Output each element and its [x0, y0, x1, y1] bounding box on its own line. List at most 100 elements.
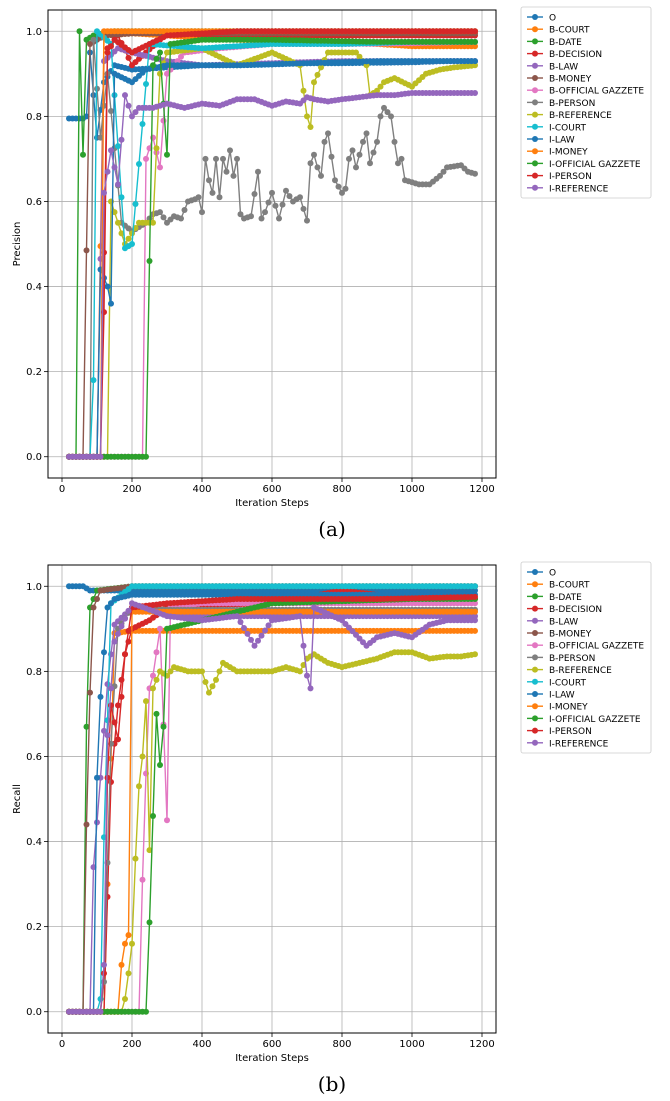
recall-data-point	[104, 732, 111, 739]
precision-data-point	[122, 92, 128, 99]
recall-legend-marker	[532, 715, 538, 722]
recall-data-point	[300, 642, 307, 649]
precision-data-point	[164, 151, 170, 158]
precision-legend-item: I-LAW	[527, 136, 575, 146]
precision-legend-marker	[532, 99, 538, 106]
precision-data-point	[125, 235, 132, 242]
precision-legend-box	[520, 6, 652, 199]
precision-data-point	[367, 160, 373, 167]
precision-x-ticks: 0 200 400 600 800 1000 1200	[59, 478, 495, 495]
recall-data-point	[472, 593, 478, 600]
precision-y-tick-label: 1.0	[26, 27, 42, 38]
recall-data-point	[251, 642, 258, 649]
precision-legend: O B-COURT B-DATE B-DECISION B-LAW B-MONEY B-OF…	[520, 6, 652, 199]
recall-legend-item: B-DECISION	[527, 605, 602, 615]
precision-data-point	[307, 160, 314, 167]
recall-data-point	[125, 970, 132, 977]
precision-data-point	[472, 58, 478, 65]
precision-data-point	[307, 124, 314, 130]
precision-legend-item: I-MONEY	[527, 148, 588, 158]
precision-data-point	[101, 189, 107, 196]
recall-data-point	[122, 651, 128, 658]
precision-legend-marker	[532, 111, 538, 118]
precision-data-point	[129, 113, 135, 120]
precision-data-point	[237, 211, 244, 218]
recall-legend-item: I-REFERENCE	[527, 739, 609, 749]
recall-legend-label: I-OFFICIAL GAZZETE	[549, 715, 641, 725]
precision-data-point	[108, 147, 114, 154]
precision-data-point	[314, 71, 321, 78]
recall-legend-label: B-MONEY	[549, 630, 592, 640]
recall-legend-label: B-DECISION	[549, 605, 602, 615]
recall-chart: 0 200 400 600 800 1000 1200 0.0 0.2 0.4 0.6 0.8 1.0…	[12, 561, 652, 1096]
precision-legend-marker	[532, 14, 538, 20]
precision-series-7	[66, 36, 478, 460]
precision-data-point	[318, 172, 324, 179]
recall-y-axis-label: Recall	[12, 784, 23, 814]
recall-data-point	[101, 961, 107, 968]
precision-data-point	[90, 36, 97, 43]
precision-data-point	[118, 230, 125, 237]
precision-data-point	[111, 164, 118, 171]
precision-x-tick-label: 1200	[469, 484, 494, 495]
precision-data-point	[279, 201, 286, 208]
recall-y-tick-label: 0.0	[26, 1007, 42, 1018]
recall-legend-label: I-COURT	[549, 678, 586, 688]
precision-legend-label: I-LAW	[549, 136, 575, 146]
precision-data-point	[76, 28, 83, 35]
recall-legend-item: I-MONEY	[527, 703, 588, 713]
precision-x-tick-label: 400	[192, 484, 211, 495]
precision-data-point	[283, 187, 289, 194]
recall-data-point	[199, 668, 205, 675]
recall-data-point	[307, 685, 314, 692]
precision-legend-label: B-DATE	[549, 38, 582, 48]
recall-data-point	[472, 583, 478, 590]
recall-data-point	[94, 774, 100, 781]
precision-legend-item: I-REFERENCE	[527, 184, 609, 194]
caption-b: (b)	[318, 1072, 346, 1096]
recall-legend-marker	[532, 630, 538, 636]
recall-data-point	[472, 627, 478, 634]
recall-data-point	[125, 932, 132, 939]
recall-x-tick-label: 1000	[399, 1039, 424, 1050]
precision-data-point	[286, 193, 293, 200]
recall-legend-item: I-LAW	[527, 691, 575, 701]
recall-data-point	[132, 855, 139, 862]
recall-x-axis-label: Iteration Steps	[235, 1053, 309, 1064]
precision-data-point	[132, 201, 139, 207]
precision-y-ticks: 0.0 0.2 0.4 0.6 0.8 1.0	[26, 27, 48, 463]
precision-data-point	[311, 151, 317, 158]
precision-data-point	[209, 189, 216, 196]
precision-legend-marker	[532, 172, 538, 179]
recall-data-point	[472, 613, 478, 620]
precision-data-point	[472, 38, 478, 45]
recall-data-point	[111, 638, 118, 645]
recall-data-point	[139, 753, 146, 760]
precision-data-point	[202, 155, 209, 162]
precision-y-axis-label: Precision	[12, 222, 23, 267]
recall-data-point	[153, 710, 160, 717]
precision-data-point	[80, 151, 86, 158]
recall-data-point	[472, 651, 478, 658]
precision-data-point	[143, 155, 149, 162]
precision-data-point	[153, 145, 160, 152]
precision-legend-label: B-LAW	[549, 62, 578, 72]
recall-x-tick-label: 200	[122, 1039, 141, 1050]
precision-data-point	[272, 202, 279, 209]
precision-data-point	[353, 164, 359, 171]
recall-data-point	[115, 736, 121, 743]
precision-data-point	[129, 230, 135, 237]
recall-legend-marker	[532, 605, 538, 612]
recall-data-point	[153, 649, 160, 656]
precision-data-point	[150, 62, 156, 69]
precision-data-point	[157, 209, 163, 216]
recall-data-point	[150, 813, 156, 819]
precision-x-axis-label: Iteration Steps	[235, 498, 309, 509]
precision-data-point	[199, 209, 205, 216]
recall-data-point	[97, 693, 104, 700]
recall-data-point	[143, 1008, 149, 1015]
precision-data-point	[269, 189, 275, 196]
precision-data-point	[255, 168, 261, 175]
recall-data-point	[129, 940, 135, 947]
precision-legend-item: B-MONEY	[527, 75, 592, 85]
